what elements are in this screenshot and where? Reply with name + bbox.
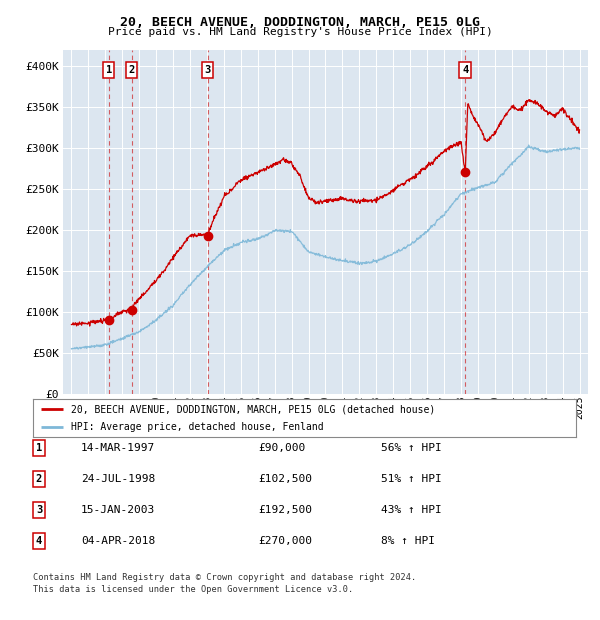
- Text: 15-JAN-2003: 15-JAN-2003: [81, 505, 155, 515]
- Text: 43% ↑ HPI: 43% ↑ HPI: [381, 505, 442, 515]
- Text: 1: 1: [36, 443, 42, 453]
- Text: £270,000: £270,000: [258, 536, 312, 546]
- Text: 1: 1: [106, 65, 112, 75]
- Text: 04-APR-2018: 04-APR-2018: [81, 536, 155, 546]
- Text: HPI: Average price, detached house, Fenland: HPI: Average price, detached house, Fenl…: [71, 422, 323, 432]
- Text: 20, BEECH AVENUE, DODDINGTON, MARCH, PE15 0LG (detached house): 20, BEECH AVENUE, DODDINGTON, MARCH, PE1…: [71, 404, 435, 414]
- Text: 20, BEECH AVENUE, DODDINGTON, MARCH, PE15 0LG: 20, BEECH AVENUE, DODDINGTON, MARCH, PE1…: [120, 16, 480, 29]
- Text: £192,500: £192,500: [258, 505, 312, 515]
- Text: 8% ↑ HPI: 8% ↑ HPI: [381, 536, 435, 546]
- Text: 4: 4: [36, 536, 42, 546]
- Text: £102,500: £102,500: [258, 474, 312, 484]
- Text: 2: 2: [128, 65, 135, 75]
- Text: This data is licensed under the Open Government Licence v3.0.: This data is licensed under the Open Gov…: [33, 585, 353, 594]
- Text: £90,000: £90,000: [258, 443, 305, 453]
- Text: Price paid vs. HM Land Registry's House Price Index (HPI): Price paid vs. HM Land Registry's House …: [107, 27, 493, 37]
- Text: 14-MAR-1997: 14-MAR-1997: [81, 443, 155, 453]
- Text: 2: 2: [36, 474, 42, 484]
- Text: 56% ↑ HPI: 56% ↑ HPI: [381, 443, 442, 453]
- Text: 24-JUL-1998: 24-JUL-1998: [81, 474, 155, 484]
- Text: 3: 3: [205, 65, 211, 75]
- Text: 3: 3: [36, 505, 42, 515]
- Text: 4: 4: [462, 65, 469, 75]
- Text: Contains HM Land Registry data © Crown copyright and database right 2024.: Contains HM Land Registry data © Crown c…: [33, 572, 416, 582]
- Text: 51% ↑ HPI: 51% ↑ HPI: [381, 474, 442, 484]
